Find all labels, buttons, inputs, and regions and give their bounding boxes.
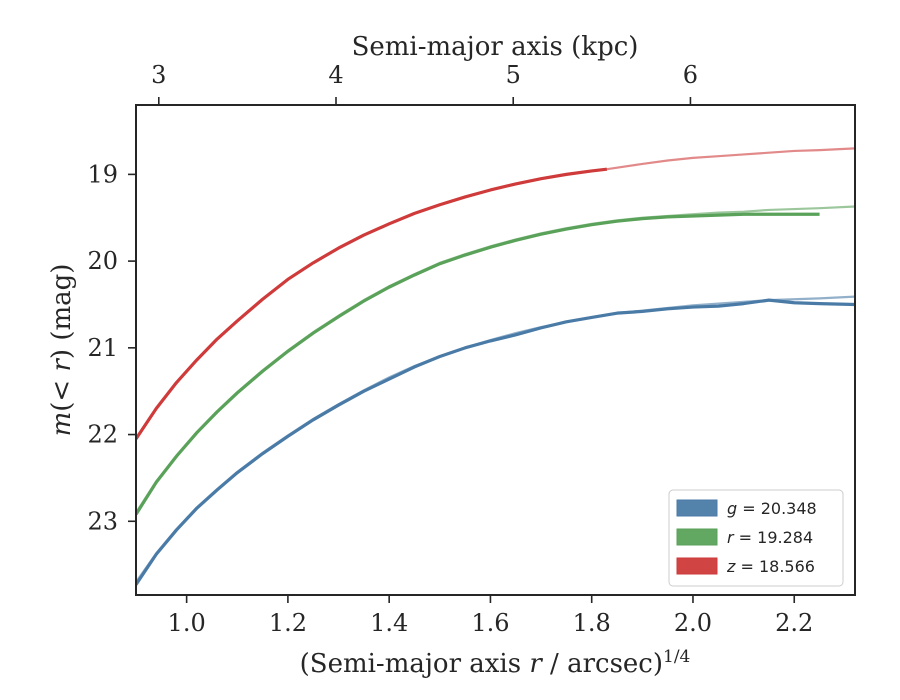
top-tick-label: 6	[683, 61, 698, 89]
legend-swatch-r	[676, 528, 718, 546]
series-z-data-line	[136, 167, 608, 440]
y-tick-label: 19	[87, 160, 118, 188]
x-tick-label: 2.2	[775, 609, 813, 637]
axes: 1.0 1.2 1.4 1.6 1.8 2.0 2.2 19 20 21 22 23 3 4 5 6	[87, 61, 856, 637]
legend-label-r: r = 19.284	[727, 528, 813, 547]
series-g-data-line	[136, 298, 855, 586]
y-axis-label: m(< r) (mag)	[47, 264, 77, 437]
plot-area	[136, 147, 855, 586]
x-tick-label: 1.0	[168, 609, 206, 637]
x-tick-label: 1.8	[573, 609, 611, 637]
x-tick-label: 1.2	[269, 609, 307, 637]
x-tick-label: 2.0	[674, 609, 712, 637]
legend-label-g: g = 20.348	[727, 499, 817, 518]
top-tick-label: 3	[151, 61, 166, 89]
legend: g = 20.348 r = 19.284 z = 18.566	[668, 489, 844, 587]
y-tick-label: 20	[87, 247, 118, 275]
plot-frame	[135, 104, 856, 596]
y-tick-label: 21	[87, 334, 118, 362]
top-tick-label: 4	[328, 61, 343, 89]
series-r-data-line	[136, 212, 820, 516]
series-z-model-line	[606, 147, 855, 171]
x-tick-label: 1.6	[471, 609, 509, 637]
top-tick-label: 5	[506, 61, 521, 89]
x-tick-label: 1.4	[370, 609, 408, 637]
series-lines	[136, 147, 855, 586]
legend-swatch-g	[676, 499, 718, 517]
y-tick-label: 22	[87, 421, 118, 449]
x-axis-label: (Semi-major axis r / arcsec)1/4	[300, 647, 691, 679]
y-tick-label: 23	[87, 507, 118, 535]
top-axis-title: Semi-major axis (kpc)	[352, 32, 639, 62]
legend-label-z: z = 18.566	[726, 557, 815, 576]
legend-swatch-z	[676, 557, 718, 575]
